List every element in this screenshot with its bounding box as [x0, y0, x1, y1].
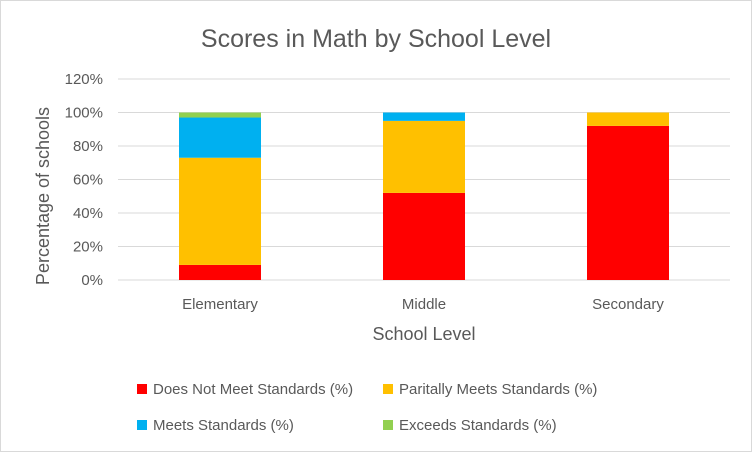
- legend-label: Meets Standards (%): [153, 417, 294, 434]
- x-tick-labels: Elementary Middle Secondary: [182, 296, 664, 313]
- y-tick-label: 60%: [73, 172, 103, 189]
- bar-segment: [383, 192, 465, 280]
- x-tick-label: Secondary: [592, 296, 664, 313]
- legend-label: Exceeds Standards (%): [399, 417, 557, 434]
- legend-swatch: [383, 420, 393, 430]
- bar-segment: [383, 112, 465, 121]
- y-tick-label: 0%: [81, 272, 103, 289]
- chart-title: Scores in Math by School Level: [201, 25, 551, 53]
- x-axis-label: School Level: [372, 324, 475, 344]
- bars: [179, 112, 669, 281]
- legend-swatch: [383, 384, 393, 394]
- y-tick-label: 40%: [73, 205, 103, 222]
- bar-segment: [179, 117, 261, 158]
- legend-swatch: [137, 420, 147, 430]
- legend: Does Not Meet Standards (%) Paritally Mee…: [137, 381, 597, 434]
- y-tick-label: 80%: [73, 138, 103, 155]
- bar-segment: [587, 125, 669, 281]
- bar-segment: [587, 112, 669, 126]
- x-tick-label: Elementary: [182, 296, 258, 313]
- legend-label: Does Not Meet Standards (%): [153, 381, 353, 398]
- y-tick-label: 120%: [65, 71, 103, 88]
- bar-segment: [383, 120, 465, 193]
- legend-label: Paritally Meets Standards (%): [399, 381, 597, 398]
- bar-segment: [179, 264, 261, 280]
- y-axis-label: Percentage of schools: [33, 107, 53, 285]
- y-tick-labels: 0% 20% 40% 60% 80% 100% 120%: [65, 71, 103, 289]
- bar-segment: [179, 157, 261, 265]
- bar-segment: [179, 112, 261, 118]
- y-tick-label: 20%: [73, 239, 103, 256]
- legend-swatch: [137, 384, 147, 394]
- y-tick-label: 100%: [65, 105, 103, 122]
- x-tick-label: Middle: [402, 296, 446, 313]
